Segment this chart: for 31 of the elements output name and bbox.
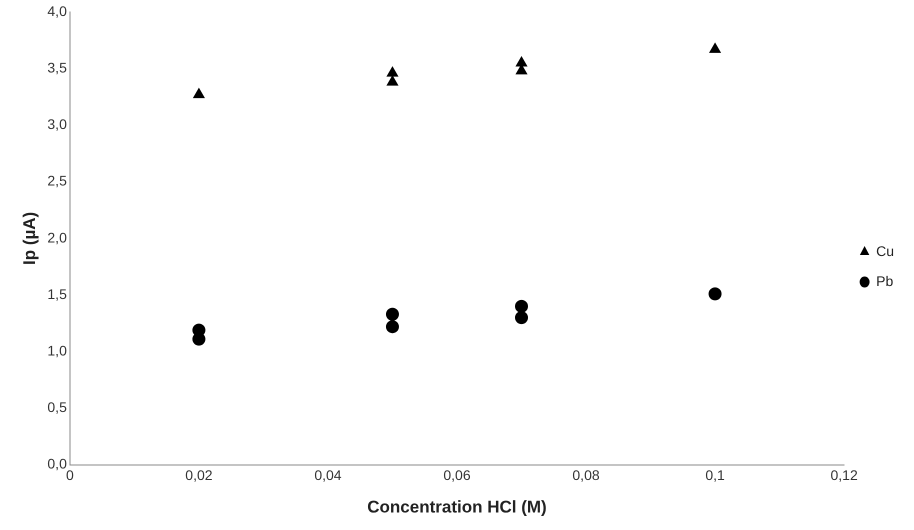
point <box>515 300 528 313</box>
x-tick-label: 0,08 <box>572 467 600 484</box>
point <box>386 66 398 77</box>
y-tick-label: 0,5 <box>47 399 68 416</box>
point <box>709 42 721 53</box>
y-tick-label: 1,0 <box>47 342 68 358</box>
point <box>515 311 528 324</box>
point <box>193 88 205 98</box>
y-tick-label: 0,0 <box>47 456 68 472</box>
point <box>192 332 206 346</box>
x-tick-label: 0,02 <box>185 467 213 484</box>
x-axis-title: Concentration HCl (M) <box>367 497 547 516</box>
point <box>516 56 528 66</box>
y-tick-label: 4,0 <box>47 2 68 19</box>
y-axis-title: Ip (µA) <box>20 212 39 266</box>
legend-label: Cu <box>876 242 894 259</box>
x-tick-label: 0,1 <box>705 467 726 484</box>
y-tick-label: 2,5 <box>47 172 68 189</box>
legend-label: Pb <box>876 272 894 289</box>
point <box>386 308 399 321</box>
point <box>386 76 398 86</box>
point <box>386 320 399 334</box>
point <box>708 287 722 300</box>
x-tick-label: 0,04 <box>314 467 342 484</box>
x-tick-label: 0 <box>66 467 74 484</box>
y-tick-label: 2,0 <box>47 229 68 246</box>
x-tick-label: 0,12 <box>830 467 858 484</box>
y-tick-label: 1,5 <box>47 286 68 302</box>
y-tick-label: 3,0 <box>47 116 68 132</box>
x-tick-label: 0,06 <box>443 467 471 484</box>
y-tick-label: 3,5 <box>47 59 68 76</box>
